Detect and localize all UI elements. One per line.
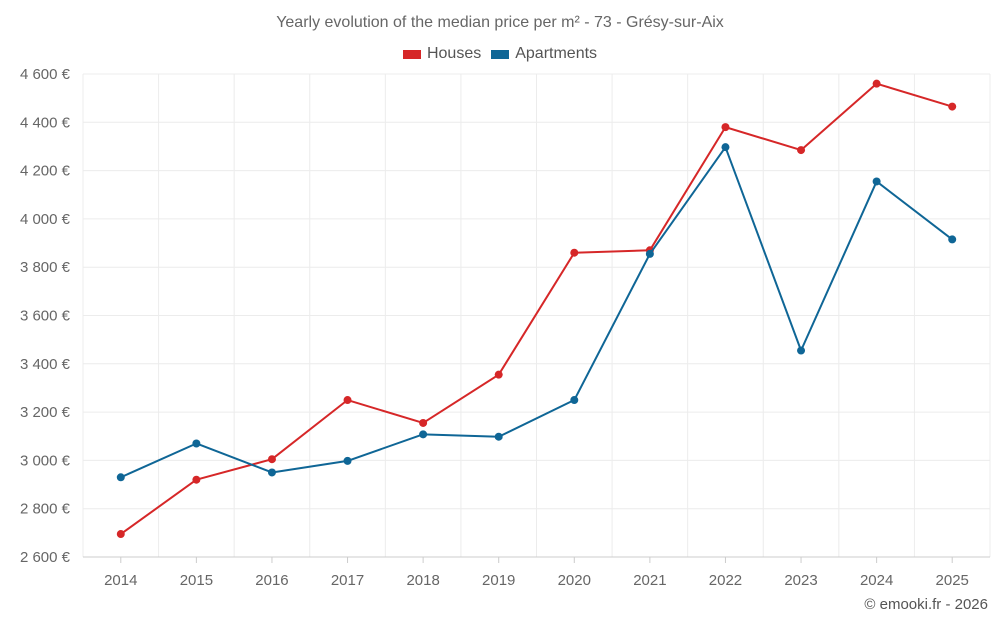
x-tick-label: 2022 [709, 572, 742, 589]
data-point-apartments [494, 432, 503, 441]
data-point-houses [948, 102, 957, 111]
y-tick-label: 2 800 € [20, 501, 71, 518]
chart-title: Yearly evolution of the median price per… [276, 14, 724, 31]
legend-swatch-apartments [491, 49, 510, 59]
data-point-apartments [797, 346, 806, 355]
data-point-apartments [267, 468, 276, 477]
legend-item-apartments[interactable]: Apartments [491, 45, 597, 63]
data-point-apartments [721, 143, 730, 152]
y-tick-label: 4 000 € [20, 211, 71, 228]
x-tick-label: 2018 [406, 572, 439, 589]
series-line-houses [120, 82, 953, 535]
data-point-houses [570, 248, 579, 257]
data-point-apartments [948, 235, 957, 244]
legend-label-houses: Houses [426, 45, 482, 62]
data-point-houses [872, 79, 881, 88]
data-point-houses [797, 146, 806, 155]
x-tick-label: 2020 [558, 572, 591, 589]
chart-legend: Houses Apartments [0, 45, 1000, 63]
y-tick-label: 2 600 € [20, 549, 71, 566]
y-tick-label: 3 600 € [20, 308, 71, 325]
data-point-apartments [419, 430, 428, 439]
legend-swatch-houses [402, 49, 421, 59]
x-tick-label: 2024 [860, 572, 893, 589]
x-tick-label: 2015 [180, 572, 213, 589]
y-tick-label: 4 600 € [20, 66, 71, 83]
legend-label-apartments: Apartments [515, 45, 598, 62]
data-point-apartments [192, 439, 201, 448]
data-point-houses [419, 418, 428, 427]
y-tick-label: 3 200 € [20, 404, 71, 421]
data-point-apartments [343, 456, 352, 465]
data-point-apartments [872, 177, 881, 186]
data-point-houses [721, 123, 730, 132]
y-tick-label: 3 000 € [20, 452, 71, 469]
x-tick-label: 2014 [104, 572, 137, 589]
y-tick-label: 4 400 € [20, 114, 71, 131]
data-point-apartments [116, 473, 125, 482]
x-tick-label: 2025 [936, 572, 969, 589]
data-point-apartments [645, 249, 654, 258]
data-point-houses [494, 370, 503, 379]
x-tick-label: 2023 [784, 572, 817, 589]
y-tick-label: 3 400 € [20, 356, 71, 373]
data-point-houses [267, 455, 276, 464]
series-line-apartments [120, 146, 953, 479]
y-tick-label: 4 200 € [20, 163, 71, 180]
x-tick-label: 2019 [482, 572, 515, 589]
credit-text: © emooki.fr - 2026 [864, 596, 988, 613]
data-point-houses [192, 475, 201, 484]
data-point-houses [343, 396, 352, 405]
x-tick-label: 2017 [331, 572, 364, 589]
x-tick-label: 2021 [633, 572, 666, 589]
data-point-houses [116, 530, 125, 539]
legend-item-houses[interactable]: Houses [402, 45, 482, 63]
y-tick-label: 3 800 € [20, 259, 71, 276]
data-point-apartments [570, 396, 579, 405]
x-tick-label: 2016 [255, 572, 288, 589]
